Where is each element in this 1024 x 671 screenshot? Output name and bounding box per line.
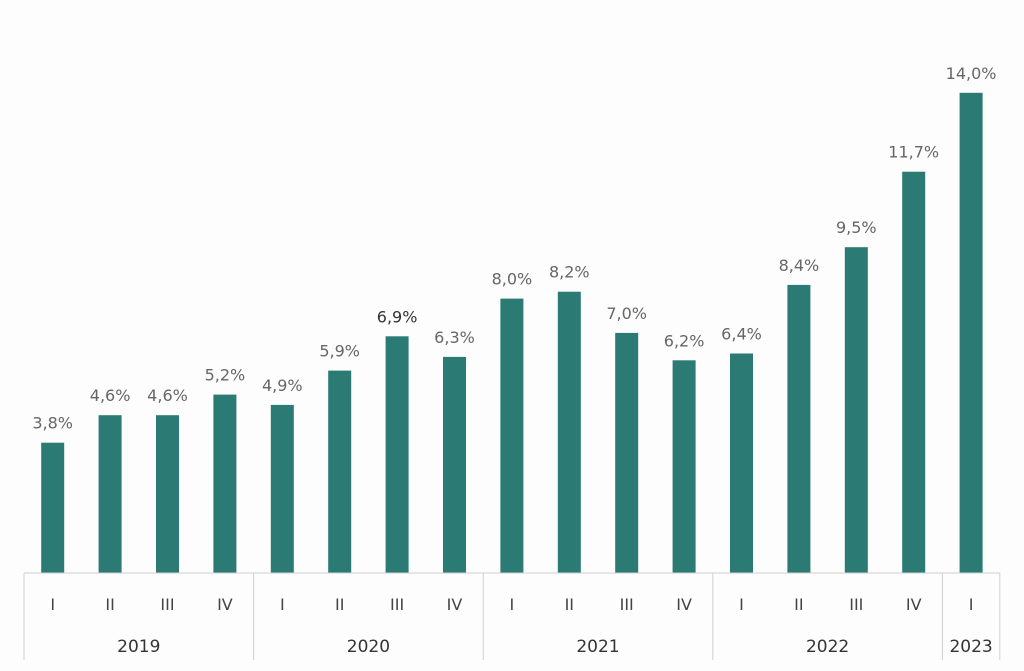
data-label: 6,9% <box>377 307 418 326</box>
data-label: 3,8% <box>32 414 73 433</box>
year-tick-label: 2019 <box>117 637 160 657</box>
data-label: 8,0% <box>492 270 533 289</box>
bar <box>672 360 696 573</box>
year-tick-labels: 2019 2020 2021 2022 2023 <box>117 637 993 657</box>
quarter-tick-label: II <box>105 595 114 614</box>
quarter-tick-labels: I II III IV I II III IV I II III IV I II III IV I <box>50 595 973 614</box>
bar <box>902 171 926 573</box>
quarter-tick-label: III <box>620 595 634 614</box>
quarter-tick-label: II <box>794 595 803 614</box>
data-label: 11,7% <box>888 143 939 162</box>
data-label: 6,3% <box>434 328 475 347</box>
quarter-tick-label: III <box>390 595 404 614</box>
bar <box>98 415 122 573</box>
bar <box>156 415 179 573</box>
data-label: 5,9% <box>319 342 360 361</box>
bar <box>270 404 294 573</box>
bar <box>844 247 868 573</box>
quarter-tick-label: I <box>280 595 285 614</box>
year-tick-label: 2021 <box>576 637 619 657</box>
quarter-tick-label: II <box>335 595 344 614</box>
year-tick-label: 2020 <box>347 637 390 657</box>
data-label: 4,6% <box>90 386 131 405</box>
bar <box>385 336 409 573</box>
bar <box>787 284 811 573</box>
bar <box>500 298 524 573</box>
quarter-tick-label: II <box>565 595 574 614</box>
quarter-tick-label: I <box>739 595 744 614</box>
quarter-tick-label: IV <box>447 595 463 614</box>
data-label: 4,6% <box>147 386 188 405</box>
quarter-tick-label: I <box>510 595 515 614</box>
bar <box>615 332 639 573</box>
year-tick-label: 2023 <box>949 637 992 657</box>
data-label: 7,0% <box>606 304 647 323</box>
data-labels-group: 3,8% 4,6% 4,6% 5,2% 4,9% 5,9% 6,9% 6,3% 8,0% 8,2%… <box>32 64 996 433</box>
quarter-tick-label: IV <box>906 595 922 614</box>
data-label: 4,9% <box>262 376 303 395</box>
quarter-tick-label: I <box>969 595 974 614</box>
year-tick-label: 2022 <box>806 637 849 657</box>
quarter-tick-label: IV <box>217 595 233 614</box>
data-label: 6,4% <box>721 325 762 344</box>
bar <box>328 370 352 573</box>
bar <box>557 291 581 573</box>
data-label: 8,2% <box>549 263 590 282</box>
bar <box>443 356 466 573</box>
bar <box>959 92 983 574</box>
data-label: 5,2% <box>205 366 246 385</box>
quarter-tick-label: III <box>160 595 174 614</box>
data-label: 14,0% <box>946 64 997 83</box>
category-axis <box>23 572 1001 660</box>
quarter-tick-label: I <box>50 595 55 614</box>
bar <box>730 353 753 573</box>
bar <box>213 394 237 573</box>
quarter-tick-label: IV <box>676 595 692 614</box>
quarter-tick-label: III <box>849 595 863 614</box>
data-label: 9,5% <box>836 218 877 237</box>
bars-group <box>41 92 983 574</box>
data-label: 8,4% <box>779 256 820 275</box>
data-label: 6,2% <box>664 331 705 350</box>
bar <box>41 442 65 573</box>
